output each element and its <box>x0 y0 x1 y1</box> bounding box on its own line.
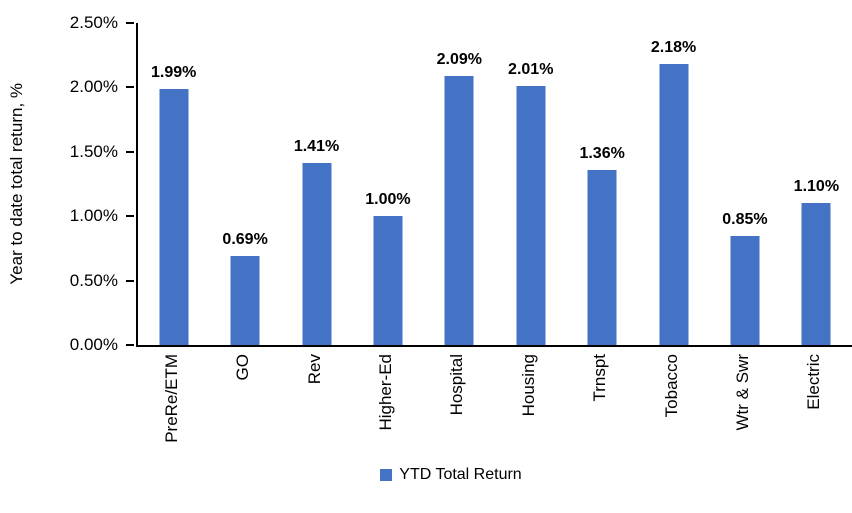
x-category-slot: PreRe/ETM <box>136 354 207 458</box>
x-category-label: GO <box>233 354 253 381</box>
x-axis-category-labels: PreRe/ETM GO Rev Higher-Ed Hospital Housing Tr… <box>136 354 850 458</box>
bar-Higher-Ed <box>373 216 403 345</box>
x-category-label: Wtr & Swr <box>732 354 752 431</box>
bar-value-label: 1.41% <box>293 138 340 156</box>
y-tick-mark <box>126 150 134 153</box>
x-category-label: Trnspt <box>590 354 610 402</box>
bar-slot: 1.36% <box>566 23 637 345</box>
bar-slot: 1.41% <box>281 23 352 345</box>
bar-value-label: 2.09% <box>436 50 483 68</box>
bar-value-label: 2.01% <box>508 61 554 79</box>
y-tick-label: 0.50% <box>69 270 118 290</box>
bar-value-label: 1.10% <box>793 178 840 196</box>
bar-slot: 0.69% <box>209 23 280 345</box>
x-category-slot: Hospital <box>422 354 493 458</box>
bar-slot: 1.99% <box>138 23 209 345</box>
x-category-slot: Electric <box>779 354 850 458</box>
x-category-slot: Tobacco <box>636 354 707 458</box>
plot-area: 0.00% 0.50% 1.00% 1.50% 2.00% 2.50% 1.99% 0.69… <box>70 13 852 354</box>
y-axis-title: Year to date total return, % <box>4 23 30 345</box>
x-category-slot: Higher-Ed <box>350 354 421 458</box>
bar-Hospital <box>444 75 474 345</box>
bar-Trnspt <box>587 169 617 345</box>
bar-GO <box>230 256 260 345</box>
y-tick-label: 2.50% <box>69 13 118 32</box>
legend-swatch-icon <box>380 469 393 481</box>
y-tick-label: 2.00% <box>69 77 118 97</box>
bar-Housing <box>516 86 546 345</box>
x-category-slot: Wtr & Swr <box>707 354 778 458</box>
x-category-slot: Trnspt <box>564 354 635 458</box>
bar-Tobacco <box>659 64 689 345</box>
bar-slot: 2.18% <box>638 23 709 345</box>
bar-value-label: 2.18% <box>650 39 697 57</box>
bar-Electric <box>801 203 831 345</box>
bar-Rev <box>302 163 332 345</box>
bar-value-label: 0.69% <box>222 231 268 249</box>
bar-value-label: 1.99% <box>151 63 197 81</box>
bar-slot: 0.85% <box>709 23 780 345</box>
bar-value-label: 1.00% <box>365 191 411 209</box>
bar-Wtr & Swr <box>730 235 760 345</box>
x-category-label: PreRe/ETM <box>161 354 181 443</box>
legend: YTD Total Return <box>25 466 852 484</box>
x-category-slot: GO <box>207 354 278 458</box>
bar-slot: 1.10% <box>781 23 852 345</box>
x-category-slot: Rev <box>279 354 350 458</box>
x-category-label: Tobacco <box>661 354 681 418</box>
x-category-slot: Housing <box>493 354 564 458</box>
x-category-label: Rev <box>304 354 324 385</box>
x-category-label: Higher-Ed <box>375 354 395 431</box>
y-tick-mark <box>126 215 134 218</box>
bars-container: 1.99% 0.69% 1.41% 1.00% 2.09% 2.01% 1.36% 2.18%… <box>138 23 852 345</box>
y-tick-label: 0.00% <box>69 335 118 354</box>
y-tick-mark <box>126 344 134 346</box>
y-axis-title-text: Year to date total return, % <box>7 83 26 285</box>
y-tick-mark <box>126 279 134 282</box>
bar-slot: 2.01% <box>495 23 566 345</box>
y-tick-label: 1.50% <box>69 141 118 161</box>
legend-label: YTD Total Return <box>399 466 522 483</box>
y-tick-mark <box>126 86 134 89</box>
x-category-label: Electric <box>804 354 824 410</box>
bar-slot: 2.09% <box>424 23 495 345</box>
bar-value-label: 1.36% <box>579 144 625 162</box>
bar-value-label: 0.85% <box>722 210 768 228</box>
x-category-label: Hospital <box>447 354 467 416</box>
x-category-label: Housing <box>518 354 538 417</box>
bar-slot: 1.00% <box>352 23 423 345</box>
bar-PreRe/ETM <box>159 88 189 345</box>
y-tick-mark <box>126 22 134 24</box>
y-tick-label: 1.00% <box>69 206 118 226</box>
